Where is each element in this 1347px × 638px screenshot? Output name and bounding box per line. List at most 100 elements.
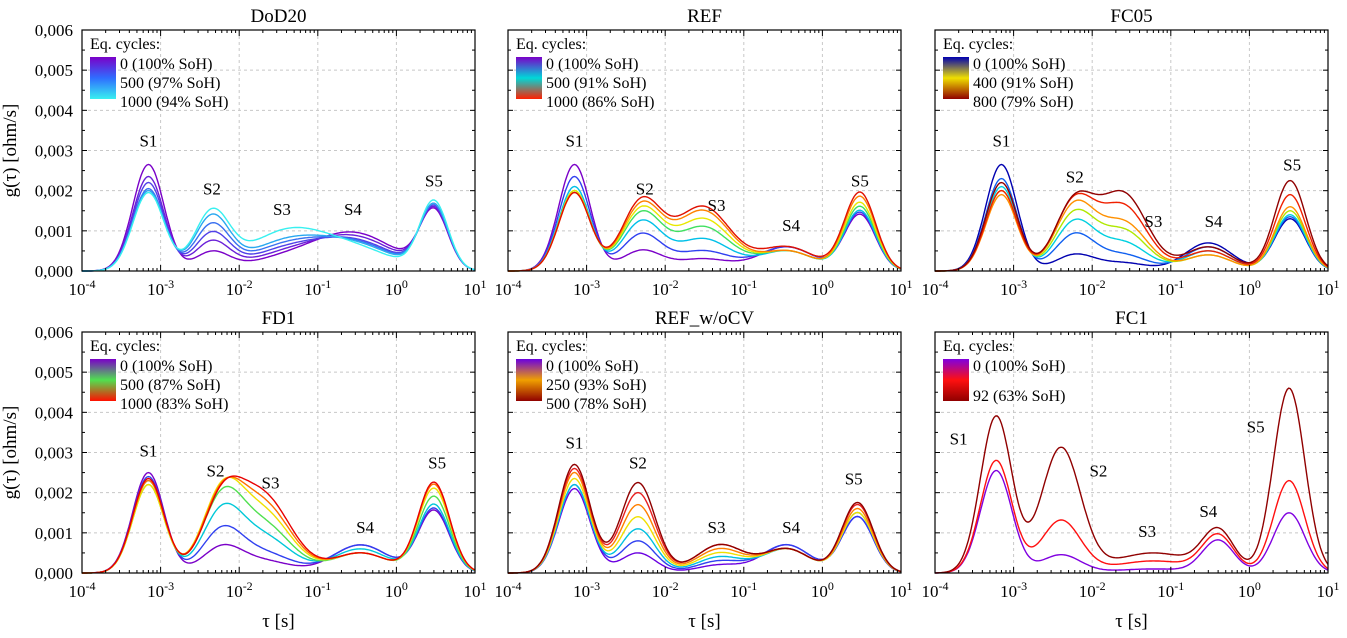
- x-tick-label: 10-4: [495, 579, 522, 601]
- legend-entry-2: 92 (63% SoH): [973, 388, 1065, 405]
- legend: Eq. cycles: 0 (100% SoH) 250 (93% SoH) 500 …: [516, 338, 646, 413]
- x-axis-ticks: [81, 332, 476, 573]
- peak-label-s2: S2: [629, 454, 647, 473]
- x-tick-label: 10-1: [1157, 277, 1184, 299]
- legend-title: Eq. cycles:: [943, 338, 1013, 355]
- x-tick-label: 10-2: [1079, 579, 1106, 601]
- panel-title: FC05: [1110, 6, 1152, 27]
- legend-entry-1: 0 (100% SoH): [973, 56, 1065, 73]
- y-axis-label: g(τ) [ohm/s]: [0, 406, 21, 500]
- y-tick-label: 0,000: [35, 262, 73, 281]
- panel-title: REF: [687, 6, 722, 27]
- x-tick-label: 10-4: [69, 277, 96, 299]
- x-tick-label: 100: [1238, 277, 1261, 299]
- series-group: [508, 463, 902, 574]
- x-tick-label: 10-3: [147, 579, 174, 601]
- x-tick-label: 10-2: [652, 579, 679, 601]
- x-axis-ticks: [507, 30, 902, 271]
- x-tick-label: 10-4: [922, 579, 949, 601]
- peak-label-s4: S4: [782, 216, 800, 235]
- peak-label-s4: S4: [356, 518, 374, 537]
- peak-label-s4: S4: [1199, 502, 1217, 521]
- legend-title: Eq. cycles:: [516, 338, 586, 355]
- panel-title: FC1: [1115, 308, 1148, 329]
- series-line-7: [82, 475, 476, 574]
- series-line-5: [935, 193, 1329, 272]
- peak-label-s3: S3: [708, 196, 726, 215]
- legend-entry-2: 500 (91% SoH): [546, 75, 646, 92]
- panel-dod20: 10-4 10-3 10-2 10-1 100 101 0,000 0,001 0,002 0,0…: [0, 6, 487, 299]
- legend-color-bar: [90, 57, 116, 99]
- x-axis-label: τ [s]: [262, 611, 294, 632]
- peak-label-s4: S4: [344, 200, 362, 219]
- legend-entry-1: 0 (100% SoH): [546, 56, 638, 73]
- legend: Eq. cycles: 0 (100% SoH) 500 (97% SoH) 1000…: [90, 36, 228, 111]
- legend-entry-1: 0 (100% SoH): [546, 358, 638, 375]
- peak-label-s4: S4: [1205, 212, 1223, 231]
- y-tick-label: 0,004: [35, 101, 74, 120]
- panel-ref-wocv: 10-4 10-3 10-2 10-1 100 101 REF_w/oCV τ [s] Eq. …: [495, 308, 913, 632]
- legend-entry-1: 0 (100% SoH): [120, 358, 212, 375]
- legend-entry-3: 800 (79% SoH): [973, 94, 1073, 111]
- series-group: [935, 387, 1329, 574]
- y-tick-label: 0,003: [35, 142, 73, 161]
- y-tick-label: 0,002: [35, 484, 73, 503]
- x-tick-label: 10-2: [226, 579, 253, 601]
- legend: Eq. cycles: 0 (100% SoH) 500 (87% SoH) 1000…: [90, 338, 228, 413]
- peak-label-s3: S3: [708, 518, 726, 537]
- x-axis-ticks: [507, 332, 902, 573]
- legend-entry-2: 500 (97% SoH): [120, 75, 220, 92]
- peak-label-s3: S3: [261, 474, 279, 493]
- series-line-4: [508, 477, 902, 574]
- peak-label-s5: S5: [428, 454, 446, 473]
- legend-title: Eq. cycles:: [516, 36, 586, 53]
- legend-entry-2: 250 (93% SoH): [546, 377, 646, 394]
- legend-entry-3: 1000 (83% SoH): [120, 396, 228, 413]
- peak-label-s5: S5: [1283, 156, 1301, 175]
- peak-label-s5: S5: [851, 172, 869, 191]
- legend-color-bar: [516, 359, 542, 401]
- y-tick-label: 0,005: [35, 363, 73, 382]
- y-tick-label: 0,001: [35, 222, 73, 241]
- x-tick-label: 10-4: [69, 579, 96, 601]
- series-line-7: [508, 191, 902, 272]
- legend-entry-3: 1000 (86% SoH): [546, 94, 654, 111]
- x-tick-label: 10-2: [1079, 277, 1106, 299]
- legend: Eq. cycles: 0 (100% SoH) 400 (91% SoH) 800 …: [943, 36, 1073, 111]
- legend-entry-1: 0 (100% SoH): [120, 56, 212, 73]
- x-axis-label: τ [s]: [688, 611, 720, 632]
- x-axis-label: τ [s]: [1115, 611, 1147, 632]
- peak-label-s3: S3: [273, 200, 291, 219]
- panel-fd1: 10-4 10-3 10-2 10-1 100 101 0,000 0,001 0,002 0,0…: [0, 308, 487, 632]
- peak-label-s3: S3: [1144, 212, 1162, 231]
- y-tick-label: 0,000: [35, 564, 73, 583]
- series-line-2: [935, 459, 1329, 574]
- y-tick-label: 0,006: [35, 21, 73, 40]
- y-tick-label: 0,006: [35, 323, 73, 342]
- series-line-7: [935, 179, 1329, 272]
- x-tick-label: 101: [890, 579, 913, 601]
- series-line-2: [508, 175, 902, 272]
- x-tick-label: 101: [1317, 579, 1340, 601]
- x-tick-label: 10-1: [1157, 579, 1184, 601]
- panel-title: FD1: [262, 308, 296, 329]
- legend-entry-2: 400 (91% SoH): [973, 75, 1073, 92]
- peak-label-s2: S2: [636, 180, 654, 199]
- x-tick-label: 10-1: [304, 579, 331, 601]
- legend-entry-1: 0 (100% SoH): [973, 358, 1065, 375]
- series-line-3: [935, 387, 1329, 574]
- legend-color-bar: [943, 359, 969, 401]
- legend-entry-2: 500 (87% SoH): [120, 377, 220, 394]
- x-tick-label: 10-2: [226, 277, 253, 299]
- peak-label-s2: S2: [1066, 168, 1084, 187]
- panel-ref: 10-4 10-3 10-2 10-1 100 101 REF Eq. cycles: 0 (1…: [495, 6, 913, 299]
- y-tick-label: 0,002: [35, 182, 73, 201]
- legend-color-bar: [943, 57, 969, 99]
- legend: Eq. cycles: 0 (100% SoH) 92 (63% SoH): [943, 338, 1065, 405]
- legend-entry-3: 500 (78% SoH): [546, 396, 646, 413]
- peak-label-s1: S1: [139, 131, 157, 150]
- peak-label-s1: S1: [565, 131, 583, 150]
- x-tick-label: 100: [811, 579, 834, 601]
- peak-label-s2: S2: [203, 180, 221, 199]
- panel-fc1: 10-4 10-3 10-2 10-1 100 101 FC1 τ [s] Eq. cycles…: [922, 308, 1340, 632]
